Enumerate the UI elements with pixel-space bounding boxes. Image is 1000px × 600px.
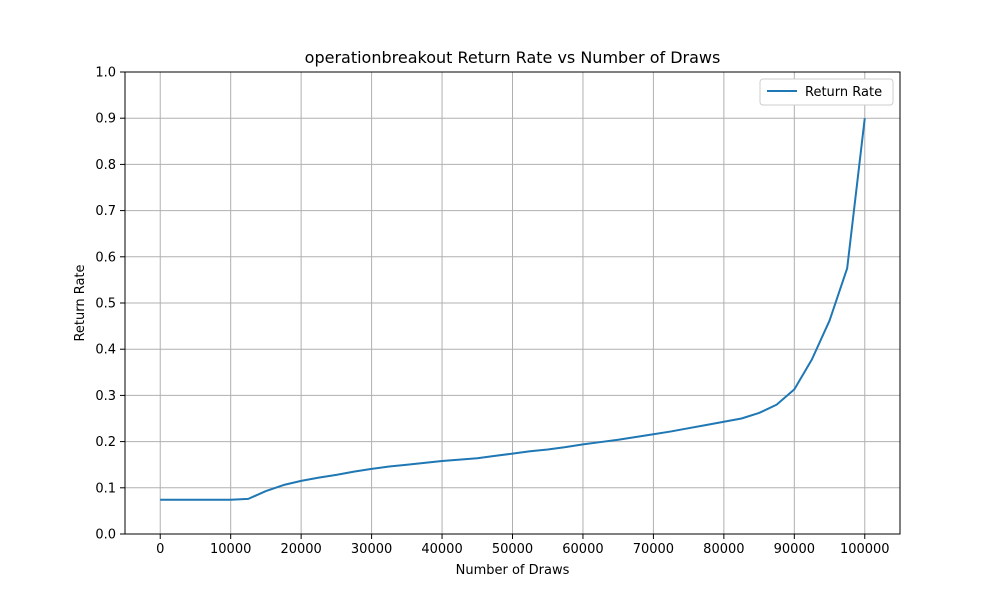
y-axis: 0.0 0.1 0.2 0.3 0.4 0.5 0.6 0.7 0.8 0.9 1.0 xyxy=(95,66,125,543)
x-tick-label: 70000 xyxy=(633,542,674,557)
chart-title: operationbreakout Return Rate vs Number … xyxy=(305,48,721,67)
y-tick-label: 0.2 xyxy=(95,435,116,450)
x-tick-label: 100000 xyxy=(840,542,890,557)
y-tick-label: 0.3 xyxy=(95,389,116,404)
y-axis-label: Return Rate xyxy=(73,264,88,341)
x-axis-label: Number of Draws xyxy=(456,563,570,578)
x-tick-label: 10000 xyxy=(210,542,251,557)
y-tick-label: 0.1 xyxy=(95,481,116,496)
y-tick-label: 0.0 xyxy=(95,528,116,543)
x-tick-label: 30000 xyxy=(351,542,392,557)
legend-box xyxy=(759,78,894,106)
y-tick-label: 1.0 xyxy=(95,66,116,81)
y-tick-label: 0.9 xyxy=(95,112,116,127)
y-tick-label: 0.4 xyxy=(95,343,116,358)
legend: Return Rate xyxy=(759,78,894,106)
y-tick-label: 0.7 xyxy=(95,204,116,219)
y-tick-label: 0.6 xyxy=(95,250,116,265)
y-tick-label: 0.5 xyxy=(95,297,116,312)
series-layer xyxy=(160,118,866,501)
x-tick-label: 80000 xyxy=(703,542,744,557)
x-tick-label: 90000 xyxy=(774,542,815,557)
x-tick-label: 0 xyxy=(156,542,164,557)
x-tick-label: 60000 xyxy=(562,542,603,557)
legend-entry-return-rate: Return Rate xyxy=(805,85,882,100)
x-tick-label: 50000 xyxy=(492,542,533,557)
x-tick-label: 40000 xyxy=(421,542,462,557)
x-tick-label: 20000 xyxy=(280,542,321,557)
series-line-return-rate xyxy=(160,118,866,501)
x-axis: 0 10000 20000 30000 40000 50000 60000 70000 8000… xyxy=(156,534,890,557)
y-tick-label: 0.8 xyxy=(95,158,116,173)
